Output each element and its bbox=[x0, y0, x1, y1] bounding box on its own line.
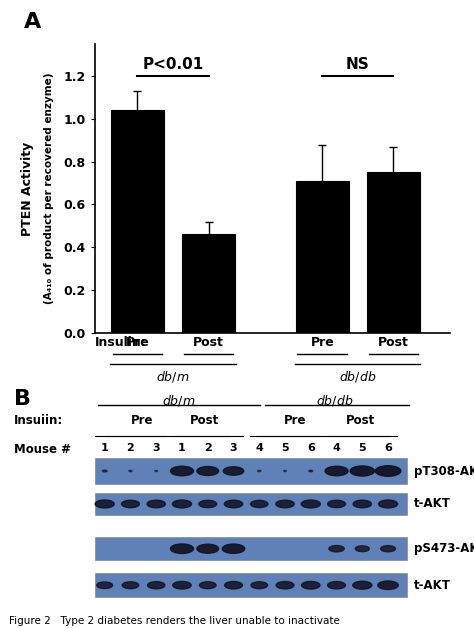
Text: 5: 5 bbox=[358, 443, 366, 453]
Ellipse shape bbox=[258, 470, 261, 472]
Text: $\it{db/db}$: $\it{db/db}$ bbox=[316, 393, 353, 408]
Bar bbox=[182, 234, 235, 333]
Ellipse shape bbox=[378, 581, 398, 590]
Ellipse shape bbox=[328, 582, 346, 589]
Ellipse shape bbox=[147, 500, 165, 508]
Text: $\it{db/m}$: $\it{db/m}$ bbox=[156, 369, 190, 384]
Ellipse shape bbox=[378, 500, 398, 508]
Ellipse shape bbox=[199, 501, 217, 507]
Text: $\it{db/db}$: $\it{db/db}$ bbox=[339, 369, 376, 384]
Ellipse shape bbox=[121, 501, 139, 507]
Ellipse shape bbox=[223, 467, 244, 475]
Ellipse shape bbox=[225, 582, 242, 589]
Ellipse shape bbox=[197, 467, 219, 475]
Ellipse shape bbox=[375, 466, 401, 476]
Text: pT308-AKT: pT308-AKT bbox=[414, 465, 474, 477]
FancyBboxPatch shape bbox=[95, 494, 407, 514]
Text: Insulin:: Insulin: bbox=[95, 336, 146, 349]
Ellipse shape bbox=[224, 500, 243, 508]
Ellipse shape bbox=[276, 500, 294, 508]
Ellipse shape bbox=[173, 500, 191, 508]
Text: pS473-AKT: pS473-AKT bbox=[414, 542, 474, 555]
Text: Pre: Pre bbox=[310, 336, 334, 349]
Text: NS: NS bbox=[346, 57, 370, 72]
Ellipse shape bbox=[251, 501, 268, 507]
Text: 4: 4 bbox=[255, 443, 263, 453]
Text: Post: Post bbox=[378, 336, 409, 349]
Ellipse shape bbox=[171, 544, 193, 553]
Ellipse shape bbox=[301, 582, 320, 589]
FancyBboxPatch shape bbox=[95, 458, 407, 484]
Ellipse shape bbox=[325, 466, 348, 476]
Ellipse shape bbox=[95, 500, 114, 508]
Text: Pre: Pre bbox=[284, 414, 306, 428]
Bar bbox=[296, 181, 349, 333]
Ellipse shape bbox=[97, 582, 113, 588]
Ellipse shape bbox=[251, 582, 267, 588]
Ellipse shape bbox=[328, 501, 346, 507]
Text: 5: 5 bbox=[281, 443, 289, 453]
Ellipse shape bbox=[356, 546, 369, 551]
Text: 2: 2 bbox=[127, 443, 134, 453]
Ellipse shape bbox=[122, 582, 139, 588]
Text: 1: 1 bbox=[101, 443, 109, 453]
Text: (A₄₁₀ of product per recovered enzyme): (A₄₁₀ of product per recovered enzyme) bbox=[44, 73, 54, 304]
Text: Post: Post bbox=[193, 336, 224, 349]
Ellipse shape bbox=[129, 470, 132, 472]
FancyBboxPatch shape bbox=[95, 573, 407, 597]
Text: Pre: Pre bbox=[131, 414, 153, 428]
Text: Mouse #: Mouse # bbox=[14, 443, 71, 456]
Text: A: A bbox=[24, 13, 41, 33]
Bar bbox=[111, 111, 164, 333]
Text: $\it{db/m}$: $\it{db/m}$ bbox=[162, 393, 196, 408]
Text: P<0.01: P<0.01 bbox=[142, 57, 204, 72]
Ellipse shape bbox=[155, 470, 157, 472]
Ellipse shape bbox=[381, 546, 395, 552]
Ellipse shape bbox=[200, 582, 216, 588]
Ellipse shape bbox=[301, 500, 320, 508]
Text: 3: 3 bbox=[230, 443, 237, 453]
Text: t-AKT: t-AKT bbox=[414, 497, 450, 511]
Text: 6: 6 bbox=[384, 443, 392, 453]
Text: PTEN Activity: PTEN Activity bbox=[21, 141, 34, 236]
FancyBboxPatch shape bbox=[95, 537, 407, 560]
Ellipse shape bbox=[276, 582, 294, 589]
Text: 6: 6 bbox=[307, 443, 315, 453]
Ellipse shape bbox=[309, 470, 313, 472]
Ellipse shape bbox=[171, 466, 193, 476]
Text: 1: 1 bbox=[178, 443, 186, 453]
Ellipse shape bbox=[284, 470, 286, 472]
Text: t-AKT: t-AKT bbox=[414, 579, 450, 592]
Text: B: B bbox=[14, 389, 31, 409]
Ellipse shape bbox=[222, 544, 245, 553]
Ellipse shape bbox=[353, 500, 372, 508]
Text: Figure 2   Type 2 diabetes renders the liver unable to inactivate: Figure 2 Type 2 diabetes renders the liv… bbox=[9, 616, 340, 626]
Text: Insuiin:: Insuiin: bbox=[14, 414, 64, 428]
Text: Post: Post bbox=[346, 414, 375, 428]
Text: 2: 2 bbox=[204, 443, 211, 453]
Text: Post: Post bbox=[190, 414, 219, 428]
Text: 4: 4 bbox=[333, 443, 340, 453]
Bar bbox=[367, 172, 420, 333]
Ellipse shape bbox=[102, 470, 107, 472]
Ellipse shape bbox=[147, 582, 165, 589]
Ellipse shape bbox=[350, 466, 374, 476]
Ellipse shape bbox=[173, 582, 191, 589]
Ellipse shape bbox=[353, 582, 372, 589]
Ellipse shape bbox=[197, 544, 219, 553]
Ellipse shape bbox=[329, 546, 344, 552]
Text: 3: 3 bbox=[153, 443, 160, 453]
Text: Pre: Pre bbox=[126, 336, 149, 349]
